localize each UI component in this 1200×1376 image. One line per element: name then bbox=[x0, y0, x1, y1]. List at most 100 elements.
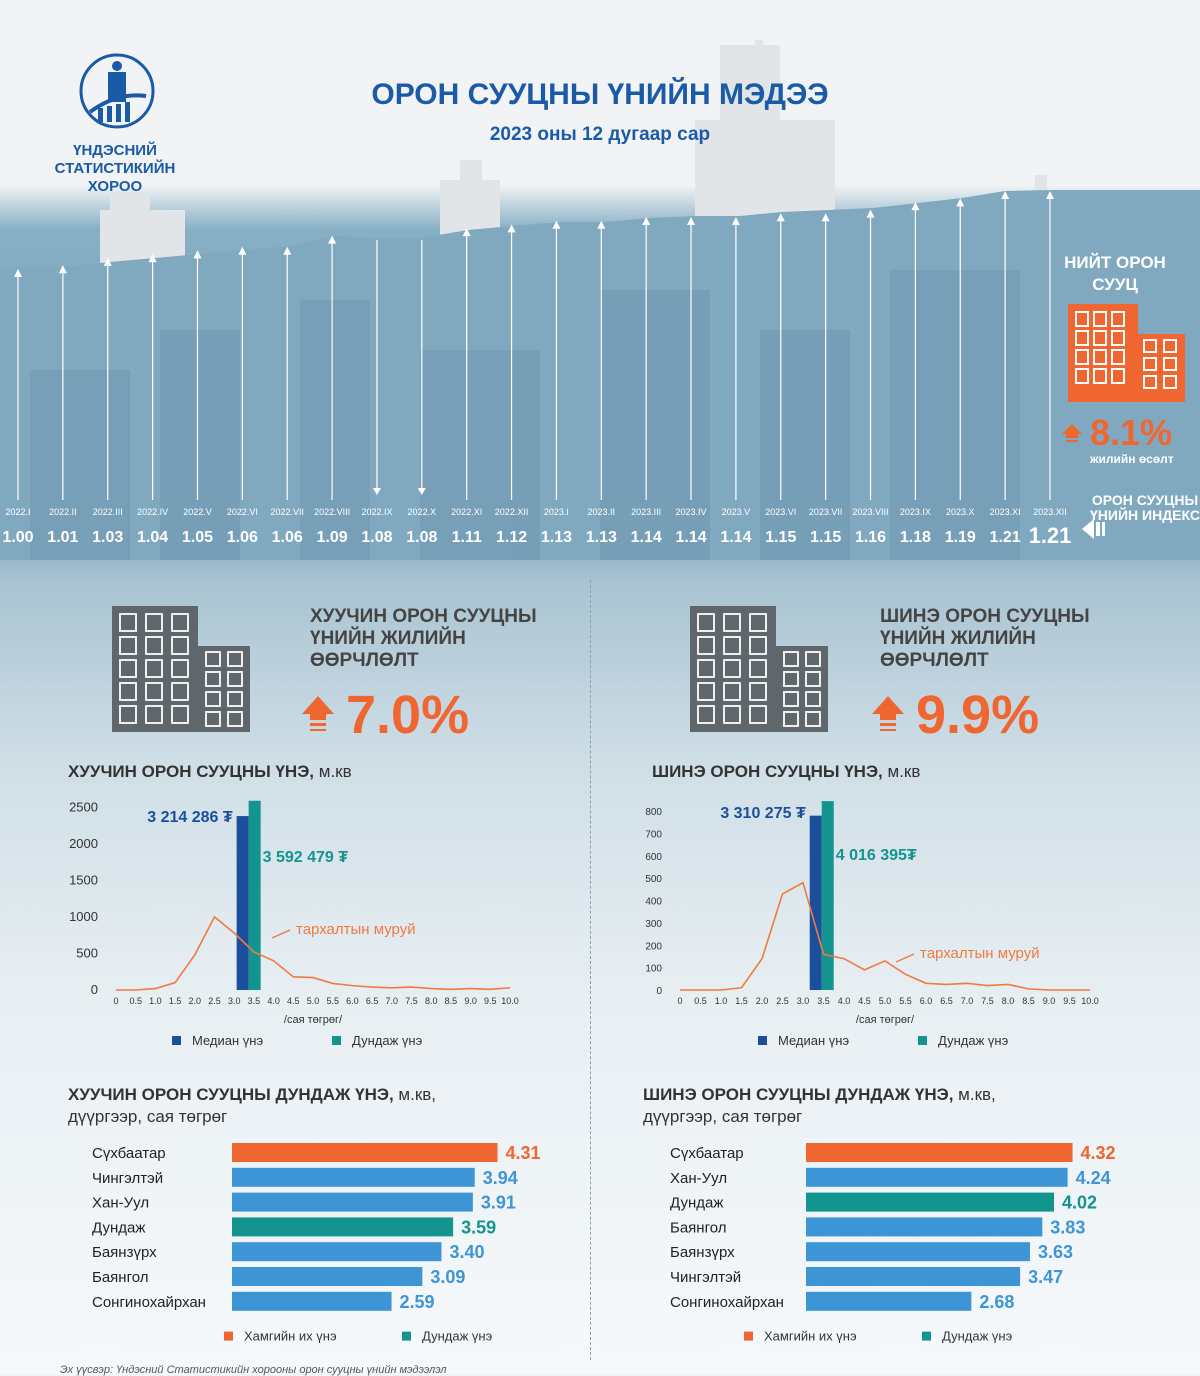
index-month-label: 2022.VIII bbox=[314, 507, 350, 517]
index-arrow-head bbox=[911, 202, 920, 211]
index-month-label: 2023.IX bbox=[900, 507, 931, 517]
index-month-label: 2022.X bbox=[408, 507, 437, 517]
mean-value-label: 3 592 479 ₮ bbox=[263, 849, 349, 866]
index-month-label: 2022.IV bbox=[137, 507, 168, 517]
legend-max-swatch bbox=[224, 1331, 233, 1341]
page-subtitle: 2023 оны 12 дугаар сар bbox=[489, 124, 711, 145]
legend-mean-swatch bbox=[922, 1331, 931, 1341]
y-tick-label: 800 bbox=[645, 807, 662, 818]
x-tick-label: 9.5 bbox=[484, 996, 497, 1006]
old-district-chart: Сүхбаатар 4.31 Чингэлтэй 3.94 Хан-Уул 3.91 Дун… bbox=[92, 1143, 541, 1344]
value-label: 3.40 bbox=[449, 1242, 484, 1262]
old-housing-title: ХУУЧИН ОРОН СУУЦНЫ ҮНИЙН ЖИЛИЙН ӨӨРЧЛӨЛТ bbox=[310, 606, 537, 671]
index-month-label: 2023.VI bbox=[765, 507, 796, 517]
index-arrow-head bbox=[283, 246, 292, 255]
category-label: Дундаж bbox=[92, 1219, 145, 1236]
district-bar bbox=[806, 1267, 1021, 1286]
x-tick-label: 5.5 bbox=[899, 996, 912, 1006]
x-tick-label: 1.5 bbox=[735, 996, 748, 1006]
x-tick-label: 9.0 bbox=[1043, 996, 1056, 1006]
x-tick-label: 5.0 bbox=[307, 996, 320, 1006]
index-value-label: 1.13 bbox=[586, 529, 617, 546]
distribution-curve bbox=[116, 915, 511, 991]
district-bar bbox=[806, 1217, 1043, 1237]
index-month-label: 2022.III bbox=[93, 507, 123, 517]
legend-median-label: Медиан үнэ bbox=[192, 1033, 263, 1048]
total-housing-growth: 8.1% bbox=[1090, 412, 1173, 453]
index-value-label: 1.11 bbox=[452, 529, 482, 546]
legend-max-label: Хамгийн их үнэ bbox=[764, 1329, 857, 1344]
x-tick-label: 10.0 bbox=[501, 996, 519, 1006]
index-value-label: 1.16 bbox=[855, 529, 886, 546]
index-month-label: 2022.V bbox=[183, 507, 212, 517]
x-tick-label: 8.5 bbox=[445, 996, 458, 1006]
index-month-label: 2022.I bbox=[5, 507, 30, 517]
y-tick-label: 500 bbox=[645, 874, 662, 885]
x-tick-label: 6.5 bbox=[366, 996, 379, 1006]
up-arrow-icon bbox=[302, 696, 334, 731]
category-label: Баянгол bbox=[670, 1219, 727, 1236]
value-label: 4.32 bbox=[1081, 1143, 1116, 1163]
index-value-label: 1.00 bbox=[2, 529, 33, 546]
category-label: Сонгинохайрхан bbox=[670, 1294, 784, 1311]
legend-max-label: Хамгийн их үнэ bbox=[244, 1329, 337, 1344]
index-value-label: 1.18 bbox=[900, 529, 931, 546]
x-tick-label: 8.0 bbox=[1002, 996, 1015, 1006]
index-month-label: 2023.VII bbox=[809, 507, 843, 517]
index-value-label: 1.21 bbox=[1029, 523, 1072, 548]
up-arrow-icon bbox=[1062, 424, 1082, 442]
x-tick-label: 1.5 bbox=[169, 996, 182, 1006]
index-month-label: 2023.V bbox=[722, 507, 751, 517]
index-arrow-head bbox=[1001, 191, 1010, 199]
x-tick-label: 0.5 bbox=[694, 996, 707, 1006]
y-tick-label: 2000 bbox=[69, 836, 98, 851]
value-label: 2.68 bbox=[979, 1292, 1014, 1312]
index-arrow-head bbox=[14, 269, 22, 277]
new-housing-title: ШИНЭ ОРОН СУУЦНЫ ҮНИЙН ЖИЛИЙН ӨӨРЧЛӨЛТ bbox=[880, 606, 1090, 671]
index-value-label: 1.03 bbox=[92, 529, 123, 546]
x-axis-label: /сая төгрөг/ bbox=[284, 1014, 343, 1026]
index-value-label: 1.13 bbox=[541, 529, 572, 546]
curve-pointer bbox=[895, 953, 915, 963]
category-label: Хан-Уул bbox=[92, 1195, 149, 1212]
old-price-distribution-chart: 0 500 1000 1500 2000 2500 0 0.5 1.0 1.5 2.0 2.5 3.0 3… bbox=[69, 799, 519, 1048]
district-bar bbox=[232, 1242, 442, 1262]
old-housing-building-icon bbox=[112, 606, 250, 732]
old-district-chart-title: ХУУЧИН ОРОН СУУЦНЫ ДУНДАЖ ҮНЭ, м.кв, дүүр… bbox=[68, 1085, 437, 1126]
legend-mean-label: Дундаж үнэ bbox=[352, 1033, 423, 1048]
index-month-label: 2023.II bbox=[588, 507, 616, 517]
index-value-label: 1.06 bbox=[272, 529, 303, 546]
index-arrow-head bbox=[417, 488, 426, 495]
index-arrow-head bbox=[1046, 191, 1054, 199]
x-tick-label: 9.0 bbox=[464, 996, 477, 1006]
new-price-chart-title: ШИНЭ ОРОН СУУЦНЫ ҮНЭ, м.кв bbox=[652, 762, 921, 781]
total-housing-building-icon bbox=[1068, 304, 1185, 402]
y-tick-label: 100 bbox=[645, 964, 662, 975]
index-chart: 2022.I 1.00 2022.II 1.01 2022.III 1.03 2022.IV… bbox=[0, 40, 1200, 560]
index-arrow-head bbox=[597, 220, 606, 229]
index-arrow-head bbox=[776, 213, 785, 222]
median-bar bbox=[236, 816, 249, 990]
legend-mean-swatch bbox=[918, 1036, 927, 1045]
x-tick-label: 7.5 bbox=[405, 996, 418, 1006]
district-bar bbox=[232, 1217, 454, 1237]
index-value-label: 1.08 bbox=[361, 529, 392, 546]
category-label: Баянгол bbox=[92, 1269, 149, 1286]
index-month-label: 2022.II bbox=[49, 507, 77, 517]
index-arrow-head bbox=[642, 217, 651, 225]
index-value-label: 1.14 bbox=[631, 529, 662, 546]
index-arrow-head bbox=[103, 257, 112, 266]
district-bar bbox=[232, 1192, 473, 1212]
legend-mean-label: Дундаж үнэ bbox=[942, 1329, 1013, 1344]
index-month-label: 2022.IX bbox=[361, 507, 392, 517]
value-label: 3.83 bbox=[1050, 1217, 1085, 1237]
x-tick-label: 5.5 bbox=[326, 996, 339, 1006]
district-bar bbox=[232, 1267, 423, 1286]
x-tick-label: 7.5 bbox=[981, 996, 994, 1006]
category-label: Баянзүрх bbox=[92, 1244, 157, 1261]
x-tick-label: 2.5 bbox=[208, 996, 221, 1006]
index-month-label: 2022.XI bbox=[451, 507, 482, 517]
index-value-label: 1.06 bbox=[227, 529, 258, 546]
x-tick-label: 0 bbox=[677, 996, 682, 1006]
total-housing-title: НИЙТ ОРОН СУУЦ bbox=[1064, 253, 1166, 294]
